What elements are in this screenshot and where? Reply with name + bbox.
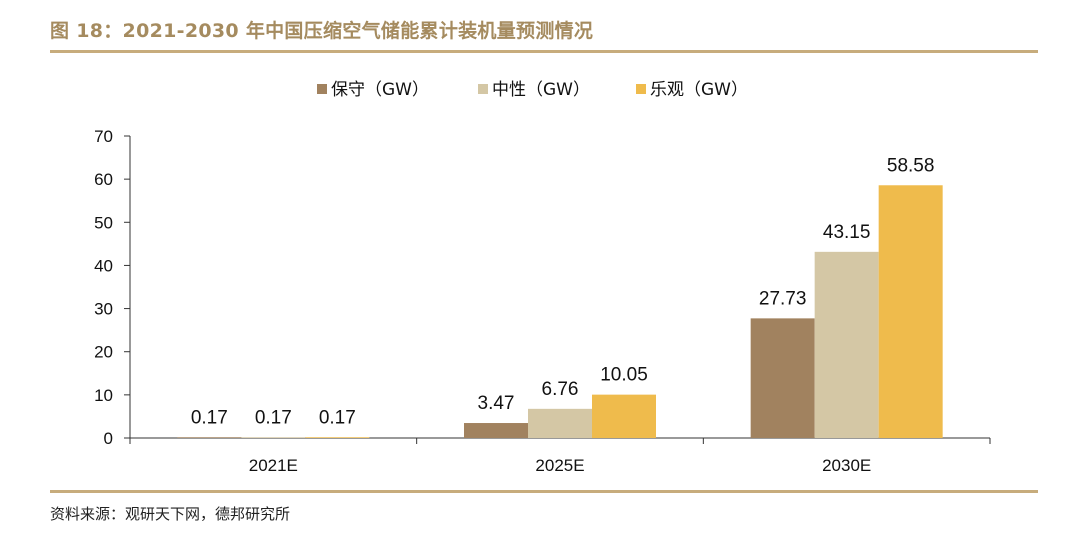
x-tick-label: 2021E [249,456,298,475]
y-tick-label: 40 [94,256,113,275]
data-label-conservative-2025e: 3.47 [478,393,515,414]
y-tick-label: 10 [94,386,113,405]
data-label-conservative-2030e: 27.73 [759,288,807,309]
y-tick-label: 50 [94,213,113,232]
legend-swatch-optimistic [636,84,646,94]
legend-label-optimistic: 乐观（GW） [650,80,748,100]
bar-conservative-2025e [464,423,528,438]
bar-neutral-2030e [814,251,879,438]
bar-neutral-2025e [528,408,592,438]
data-labels: 0.17 0.17 0.17 3.47 6.76 10.05 27.73 43.15 58.58 [191,155,935,428]
bar-optimistic-2030e [878,185,943,438]
bar-optimistic-2021e [305,437,370,438]
bar-neutral-2021e [241,437,306,438]
data-label-neutral-2021e: 0.17 [255,407,292,428]
bar-conservative-2030e [750,318,815,438]
legend: 保守（GW） 中性（GW） 乐观（GW） [317,80,748,100]
y-tick-label: 20 [94,343,113,362]
data-label-optimistic-2030e: 58.58 [887,155,935,176]
x-tick-label: 2025E [535,456,584,475]
data-label-conservative-2021e: 0.17 [191,407,228,428]
data-label-neutral-2025e: 6.76 [542,379,579,400]
y-tick-label: 30 [94,300,113,319]
y-tick-label: 0 [104,429,113,448]
bottom-rule [50,490,1038,493]
x-axis: 2021E 2025E 2030E [129,437,991,475]
y-tick-label: 70 [94,127,113,146]
figure-header: 图 18：2021-2030 年中国压缩空气储能累计装机量预测情况 [50,16,1035,52]
bar-conservative-2021e [177,437,242,438]
legend-label-neutral: 中性（GW） [492,80,590,100]
data-label-optimistic-2025e: 10.05 [600,365,648,386]
y-axis: 0 10 20 30 40 50 60 70 [94,127,131,448]
data-label-optimistic-2021e: 0.17 [319,407,356,428]
y-tick-label: 60 [94,170,113,189]
x-tick-label: 2030E [822,456,871,475]
legend-swatch-conservative [317,84,327,94]
top-rule [50,50,1038,53]
source-note: 资料来源：观研天下网，德邦研究所 [50,505,291,523]
bars [177,185,943,438]
legend-label-conservative: 保守（GW） [331,80,429,100]
bar-chart: 保守（GW） 中性（GW） 乐观（GW） 0 10 20 30 40 50 60 70 2021E… [94,80,991,475]
bar-optimistic-2025e [592,394,656,438]
figure-title: 图 18：2021-2030 年中国压缩空气储能累计装机量预测情况 [50,20,594,42]
legend-swatch-neutral [478,84,488,94]
data-label-neutral-2030e: 43.15 [823,222,871,243]
